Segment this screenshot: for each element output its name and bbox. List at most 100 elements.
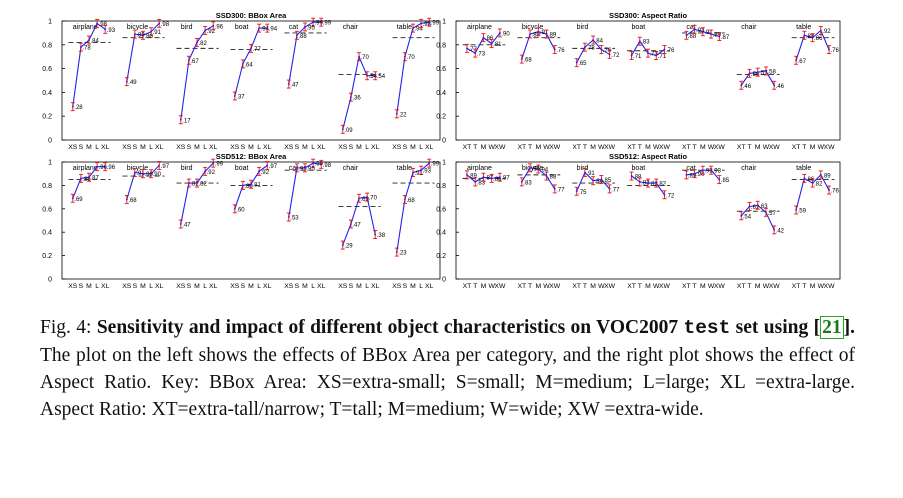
data-label: .92 — [207, 170, 216, 176]
data-label: .91 — [540, 30, 549, 36]
data-point — [663, 193, 666, 196]
data-label: .78 — [82, 46, 91, 52]
y-tick-label: 1 — [48, 19, 52, 26]
x-tick-label: XT — [572, 144, 581, 151]
data-point — [498, 32, 501, 34]
data-label: .94 — [269, 27, 278, 33]
data-label: .87 — [501, 176, 510, 182]
data-point — [312, 162, 314, 165]
data-label: .84 — [91, 39, 100, 45]
data-point — [773, 228, 776, 231]
data-label: .64 — [244, 62, 253, 68]
data-label: .89 — [548, 33, 557, 39]
data-point — [96, 22, 98, 25]
data-label: .86 — [806, 177, 815, 183]
x-tick-label: XW — [604, 283, 616, 290]
data-point — [600, 178, 603, 181]
data-label: .23 — [398, 251, 407, 257]
data-point — [545, 175, 548, 177]
data-label: .93 — [107, 28, 116, 34]
x-tick-label: T — [473, 283, 477, 290]
y-tick-label: 0.4 — [436, 230, 446, 237]
y-tick-label: 0.4 — [436, 90, 446, 97]
data-label: .76 — [556, 48, 565, 54]
data-point — [88, 176, 90, 179]
data-label: .90 — [153, 172, 162, 178]
data-label: .37 — [236, 94, 245, 100]
series-line — [342, 196, 376, 246]
data-label: .54 — [743, 214, 752, 220]
data-point — [341, 244, 344, 246]
data-label: .94 — [415, 27, 424, 33]
data-label: .69 — [74, 197, 83, 203]
chart-title: SSD512: Aspect Ratio — [609, 152, 687, 161]
x-tick-label: M — [535, 144, 541, 151]
data-label: .57 — [759, 71, 768, 77]
group-label: bird — [577, 24, 589, 31]
data-point — [584, 46, 586, 49]
data-point — [80, 177, 82, 180]
data-point — [584, 171, 586, 174]
group-label: cat — [686, 165, 695, 172]
data-point — [350, 96, 352, 99]
x-tick-label: M — [590, 144, 596, 151]
data-label: .68 — [523, 58, 532, 64]
data-label: .53 — [290, 215, 299, 221]
data-point — [498, 176, 501, 179]
data-label: .99 — [431, 21, 440, 27]
data-label: .67 — [798, 59, 807, 65]
data-point — [204, 29, 207, 32]
data-label: .81 — [253, 183, 262, 189]
data-label: .78 — [586, 46, 595, 52]
data-point — [685, 34, 688, 37]
data-label: .90 — [145, 172, 154, 178]
citation-link[interactable]: 21 — [820, 316, 844, 339]
data-point — [420, 169, 422, 172]
data-point — [196, 41, 198, 44]
group-label: bird — [181, 24, 193, 31]
data-label: .59 — [798, 208, 807, 214]
y-tick-label: 0.6 — [436, 206, 446, 213]
x-tick-label: M — [302, 144, 308, 151]
caption-title-a: Sensitivity and impact of different obje… — [96, 317, 684, 338]
y-tick-label: 0.6 — [436, 66, 446, 73]
chart-title: SSD300: BBox Area — [216, 11, 287, 20]
group-label: table — [397, 24, 412, 31]
data-label: .99 — [315, 21, 324, 27]
data-point — [188, 182, 190, 184]
data-point — [71, 105, 74, 108]
data-point — [482, 176, 485, 179]
plot-frame — [455, 161, 841, 280]
x-tick-label: XW — [659, 283, 671, 290]
data-point — [428, 162, 431, 165]
data-label: .91 — [586, 171, 595, 177]
group-label: table — [397, 165, 412, 172]
x-tick-label: XW — [549, 283, 561, 290]
data-point — [630, 54, 633, 57]
data-label: .97 — [161, 164, 170, 170]
data-label: .86 — [82, 177, 91, 183]
x-tick-label: W — [543, 283, 550, 290]
caption-body: The plot on the left shows the effects o… — [40, 345, 855, 420]
data-label: .76 — [831, 48, 840, 54]
data-label: .56 — [751, 72, 760, 78]
x-tick-label: XL — [317, 283, 326, 290]
data-label: .68 — [406, 198, 415, 204]
data-label: .58 — [767, 69, 776, 75]
x-tick-label: XS — [230, 144, 240, 151]
data-label: .85 — [603, 178, 612, 184]
x-tick-label: XW — [494, 283, 506, 290]
data-label: .89 — [822, 173, 831, 179]
x-tick-label: T — [693, 283, 697, 290]
data-label: .82 — [199, 41, 208, 47]
data-point — [655, 182, 658, 184]
data-label: .46 — [743, 84, 752, 90]
data-point — [663, 48, 666, 51]
data-point — [701, 169, 704, 172]
x-tick-label: XL — [317, 144, 326, 151]
x-tick-label: T — [693, 144, 697, 151]
group-label: bicycle — [127, 24, 149, 31]
x-tick-label: XL — [209, 144, 218, 151]
x-tick-label: W — [763, 283, 770, 290]
data-label: .76 — [666, 48, 675, 54]
